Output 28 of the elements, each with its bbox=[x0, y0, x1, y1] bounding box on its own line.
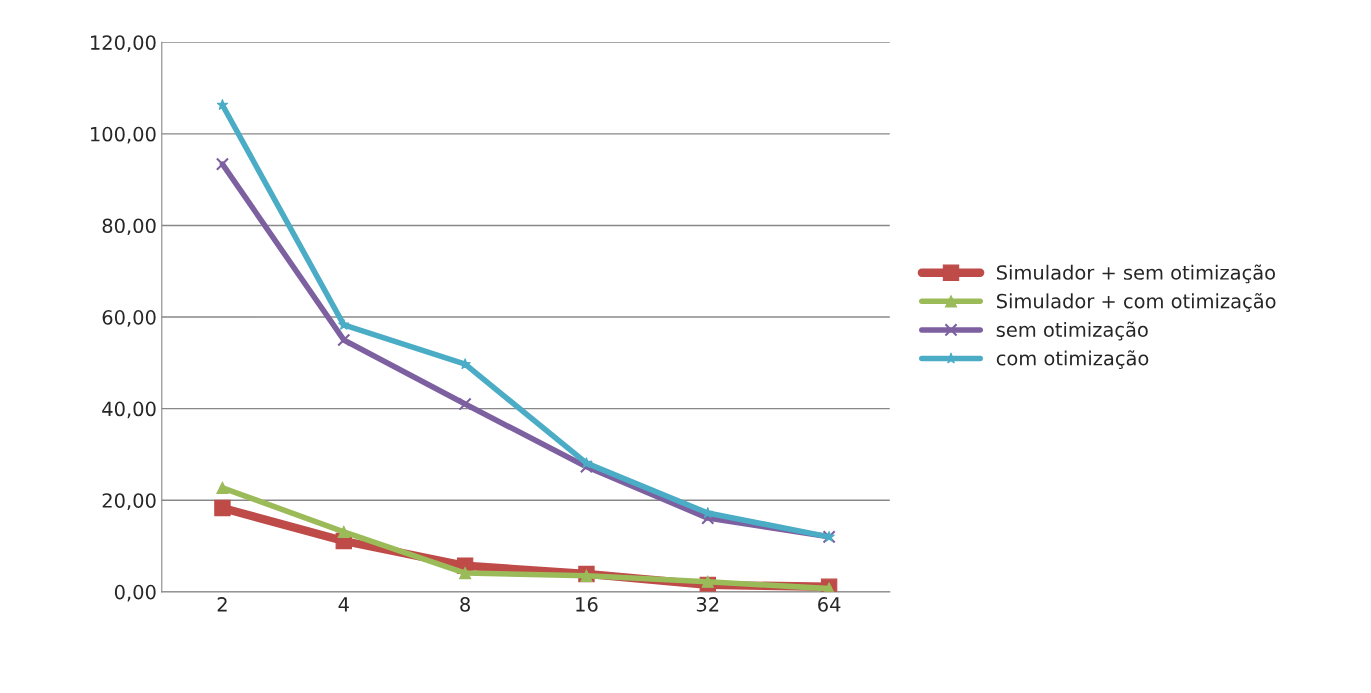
y-tick-label: 20,00 bbox=[102, 493, 156, 510]
point bbox=[216, 98, 229, 111]
y-tick-label: 100,00 bbox=[91, 126, 156, 144]
point bbox=[458, 397, 472, 411]
x-tick-label: 32 bbox=[696, 597, 719, 612]
point bbox=[215, 157, 230, 171]
y-tick-label: 60,00 bbox=[102, 310, 156, 327]
x-tick-label: 8 bbox=[460, 597, 470, 612]
point bbox=[337, 525, 350, 538]
point bbox=[337, 333, 351, 347]
y-tick-label: 0,00 bbox=[114, 584, 156, 602]
y-tick-label: 40,00 bbox=[102, 401, 156, 419]
point bbox=[216, 481, 229, 494]
x-tick-label: 16 bbox=[576, 597, 598, 612]
point bbox=[337, 318, 350, 330]
point bbox=[214, 499, 231, 517]
point bbox=[459, 566, 472, 580]
point bbox=[580, 457, 593, 469]
x-tick-label: 64 bbox=[818, 597, 841, 612]
x-tick-label: 4 bbox=[338, 597, 349, 612]
y-tick-label: 120,00 bbox=[91, 35, 156, 52]
point bbox=[701, 575, 714, 588]
x-tick-label: 2 bbox=[217, 597, 227, 612]
legend-label: Simulador + sem otimização bbox=[997, 264, 1275, 284]
legend-label: Simulador + com otimização bbox=[997, 293, 1276, 312]
legend-label: sem otimização bbox=[996, 321, 1148, 341]
legend-label: com otimização bbox=[996, 350, 1149, 370]
y-tick-label: 80,00 bbox=[102, 218, 156, 236]
